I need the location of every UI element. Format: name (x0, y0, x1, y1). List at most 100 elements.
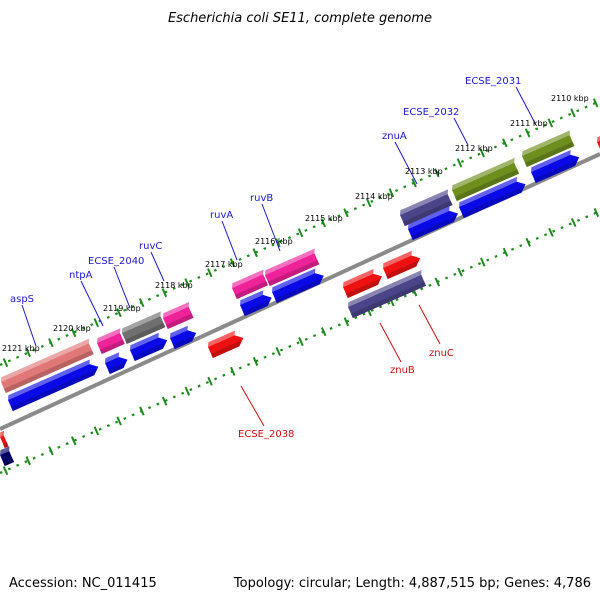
major-tick (93, 426, 100, 436)
gene-label: znuA (382, 131, 407, 142)
major-tick (116, 308, 122, 318)
feature-block (232, 269, 268, 299)
major-tick (48, 338, 54, 348)
major-tick (252, 248, 258, 258)
major-tick (479, 148, 485, 158)
major-tick (139, 406, 145, 416)
kbp-label: 2110 kbp (551, 94, 589, 103)
gene-label: ECSE_2040 (88, 256, 144, 267)
major-tick (207, 268, 213, 278)
major-tick (2, 358, 9, 368)
gene-label: ECSE_2031 (465, 76, 521, 87)
cds-forward-edge (0, 446, 14, 466)
leader-line (418, 304, 441, 345)
gene-label: ECSE_2038 (238, 429, 294, 440)
cds-forward (240, 290, 272, 316)
cds-forward (8, 359, 99, 411)
major-tick (434, 277, 441, 287)
feature-block (522, 130, 575, 167)
topology-text: Topology: circular; Length: 4,887,515 bp… (233, 576, 591, 591)
leader-line (113, 266, 131, 309)
leader-lines (21, 86, 537, 427)
major-tick (593, 208, 600, 218)
feature-block (1, 338, 94, 393)
gene-label: znuC (429, 348, 454, 359)
leader-line (453, 117, 469, 146)
major-tick (252, 356, 259, 366)
major-tick (547, 118, 554, 128)
major-tick (138, 298, 145, 308)
cds-forward (170, 325, 197, 349)
feature-blocks (0, 130, 600, 466)
gene-label: ruvC (139, 241, 162, 252)
major-tick (570, 108, 576, 118)
cds-reverse-edge (597, 136, 600, 149)
gene-label: ruvB (250, 193, 273, 204)
map-title: Escherichia coli SE11, complete genome (168, 11, 432, 26)
major-tick (320, 218, 327, 228)
gene-label: znuB (390, 365, 415, 376)
major-tick (570, 217, 577, 228)
major-tick (525, 237, 531, 247)
accession-text: Accession: NC_011415 (9, 576, 157, 591)
major-tick (275, 346, 281, 357)
cds-forward (459, 176, 526, 218)
cds-reverse (208, 330, 244, 358)
kbp-label: 2119 kbp (103, 304, 141, 313)
kbp-label: 2112 kbp (455, 144, 493, 153)
major-tick (592, 98, 599, 108)
major-tick (93, 318, 100, 328)
major-tick (480, 257, 486, 267)
cds-reverse-edge (0, 430, 9, 448)
major-tick (184, 278, 190, 288)
cds-reverse (383, 250, 421, 279)
major-tick (70, 436, 77, 446)
gene-label: ntpA (69, 270, 93, 281)
major-tick (161, 396, 168, 406)
gene-label: ECSE_2032 (403, 107, 459, 118)
kbp-label: 2117 kbp (205, 260, 243, 269)
feature-block (265, 248, 320, 286)
kbp-label: 2115 kbp (305, 214, 343, 223)
major-tick (2, 466, 9, 476)
major-tick (298, 337, 304, 347)
major-tick (25, 348, 31, 358)
major-tick (434, 168, 440, 178)
major-tick (116, 416, 122, 426)
major-tick (524, 128, 531, 138)
kbp-label: 2120 kbp (53, 324, 91, 333)
leader-line (240, 385, 265, 427)
cds-forward (105, 352, 128, 374)
major-tick (297, 228, 304, 238)
major-tick (411, 178, 417, 188)
kbp-labels: 2110 kbp 2111 kbp 2112 kbp 2113 kbp 2114 kbp… (2, 94, 589, 353)
kbp-label: 2118 kbp (155, 281, 193, 290)
major-tick (70, 328, 77, 338)
major-tick (502, 247, 509, 257)
major-tick (548, 227, 554, 237)
cds-forward (272, 268, 324, 303)
major-tick (343, 317, 350, 327)
major-tick (230, 366, 236, 376)
inner-tick-track (0, 209, 600, 475)
major-tick (320, 327, 327, 337)
cds-forward (130, 332, 168, 361)
major-tick (275, 238, 281, 248)
leader-line (150, 251, 165, 282)
kbp-label: 2111 kbp (510, 119, 548, 128)
major-tick (457, 267, 463, 277)
leader-line (394, 141, 418, 185)
major-tick (343, 208, 349, 218)
major-tick (456, 158, 463, 168)
leader-line (221, 220, 238, 261)
major-tick (207, 376, 213, 386)
cds-forward (408, 206, 458, 240)
feature-block (122, 311, 166, 344)
major-tick (502, 138, 508, 148)
leader-line (80, 280, 104, 327)
cds-reverse (343, 269, 382, 298)
gene-label: ruvA (210, 210, 233, 221)
major-tick (48, 446, 54, 456)
gene-labels: ECSE_2031 ECSE_2032 znuA ruvB ruvA ruvC ECSE_2… (10, 76, 521, 440)
